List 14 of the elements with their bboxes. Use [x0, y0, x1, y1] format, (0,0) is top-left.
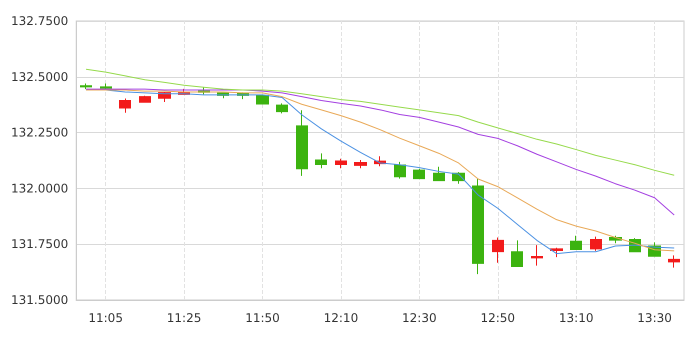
x-tick-label: 11:25 [166, 311, 202, 325]
y-tick-label: 131.7500 [10, 237, 68, 252]
y-tick-label: 132.7500 [10, 14, 68, 28]
y-tick-label: 131.5000 [10, 293, 68, 307]
x-tick-label: 12:10 [324, 311, 358, 325]
x-tick-label: 12:50 [480, 311, 516, 325]
x-tick-label: 13:10 [558, 311, 594, 325]
x-tick-label: 12:30 [402, 311, 437, 325]
y-tick-label: 132.5000 [10, 70, 68, 84]
y-tick-label: 132.2500 [10, 126, 68, 140]
y-tick-label: 132.0000 [10, 181, 68, 196]
x-tick-label: 13:30 [637, 311, 672, 325]
x-tick-label: 11:05 [88, 311, 123, 325]
x-tick-label: 11:50 [245, 311, 280, 325]
